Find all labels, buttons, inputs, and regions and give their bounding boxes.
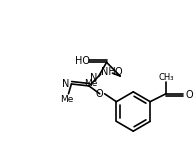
Text: O: O (185, 90, 193, 100)
Text: CH₃: CH₃ (158, 73, 174, 82)
Text: HO: HO (75, 56, 90, 66)
Text: Me: Me (84, 80, 98, 88)
Text: N: N (90, 73, 98, 83)
Text: O: O (114, 67, 122, 77)
Text: O: O (96, 89, 104, 99)
Text: NH: NH (101, 67, 116, 77)
Text: Me: Me (60, 95, 73, 104)
Text: N: N (62, 79, 69, 89)
